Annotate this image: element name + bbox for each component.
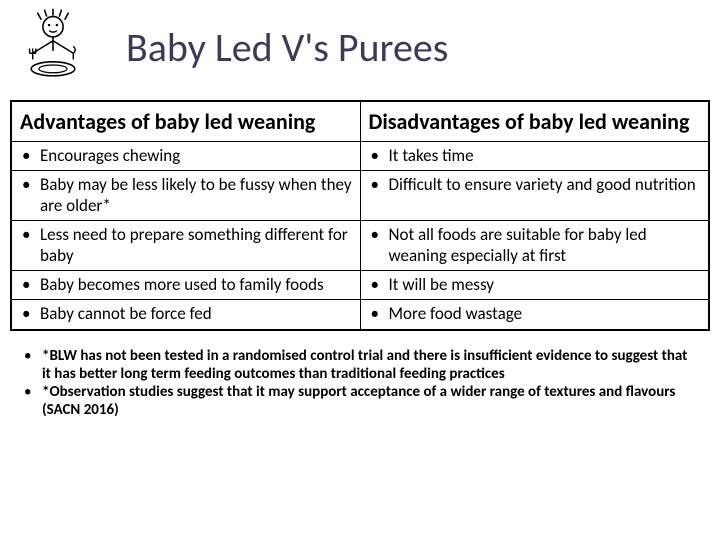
comparison-table: Advantages of baby led weaning Disadvant… xyxy=(10,100,710,331)
footnote-text: *BLW has not been tested in a randomised… xyxy=(42,347,696,383)
cell-text: Baby may be less likely to be fussy when… xyxy=(40,175,354,216)
table-cell-right: •Not all foods are suitable for baby led… xyxy=(360,221,709,271)
table-cell-left: •Baby cannot be force fed xyxy=(11,300,360,330)
table-header-right: Disadvantages of baby led weaning xyxy=(360,101,709,142)
bullet-icon: • xyxy=(371,175,389,195)
child-plate-icon xyxy=(14,8,92,86)
bullet-icon: • xyxy=(22,225,40,245)
footnote-row: •*BLW has not been tested in a randomise… xyxy=(24,347,696,383)
cell-text: Encourages chewing xyxy=(40,146,354,166)
bullet-icon: • xyxy=(22,275,40,295)
table-cell-right: •It will be messy xyxy=(360,270,709,299)
bullet-icon: • xyxy=(22,175,40,195)
bullet-icon: • xyxy=(24,383,42,401)
table-cell-left: •Less need to prepare something differen… xyxy=(11,221,360,271)
footnotes: •*BLW has not been tested in a randomise… xyxy=(0,331,720,419)
table-cell-left: •Encourages chewing xyxy=(11,142,360,171)
table-row: •Baby becomes more used to family foods•… xyxy=(11,270,709,299)
header: Baby Led V's Purees xyxy=(0,0,720,100)
bullet-icon: • xyxy=(22,304,40,324)
bullet-icon: • xyxy=(24,347,42,365)
cell-text: More food wastage xyxy=(389,304,703,324)
cell-text: It will be messy xyxy=(389,275,703,295)
table-row: •Baby cannot be force fed•More food wast… xyxy=(11,300,709,330)
bullet-icon: • xyxy=(371,304,389,324)
table-row: •Baby may be less likely to be fussy whe… xyxy=(11,171,709,221)
table-header-left: Advantages of baby led weaning xyxy=(11,101,360,142)
page-title: Baby Led V's Purees xyxy=(126,23,448,72)
cell-text: It takes time xyxy=(389,146,703,166)
table-cell-left: •Baby may be less likely to be fussy whe… xyxy=(11,171,360,221)
table-cell-right: •It takes time xyxy=(360,142,709,171)
table-cell-right: •Difficult to ensure variety and good nu… xyxy=(360,171,709,221)
cell-text: Difficult to ensure variety and good nut… xyxy=(389,175,703,195)
table-cell-right: •More food wastage xyxy=(360,300,709,330)
bullet-icon: • xyxy=(22,146,40,166)
footnote-text: *Observation studies suggest that it may… xyxy=(42,383,696,419)
cell-text: Less need to prepare something different… xyxy=(40,225,354,266)
table-row: •Less need to prepare something differen… xyxy=(11,221,709,271)
bullet-icon: • xyxy=(371,146,389,166)
cell-text: Baby cannot be force fed xyxy=(40,304,354,324)
bullet-icon: • xyxy=(371,275,389,295)
bullet-icon: • xyxy=(371,225,389,245)
table-row: •Encourages chewing•It takes time xyxy=(11,142,709,171)
cell-text: Not all foods are suitable for baby led … xyxy=(389,225,703,266)
footnote-row: •*Observation studies suggest that it ma… xyxy=(24,383,696,419)
table-cell-left: •Baby becomes more used to family foods xyxy=(11,270,360,299)
cell-text: Baby becomes more used to family foods xyxy=(40,275,354,295)
